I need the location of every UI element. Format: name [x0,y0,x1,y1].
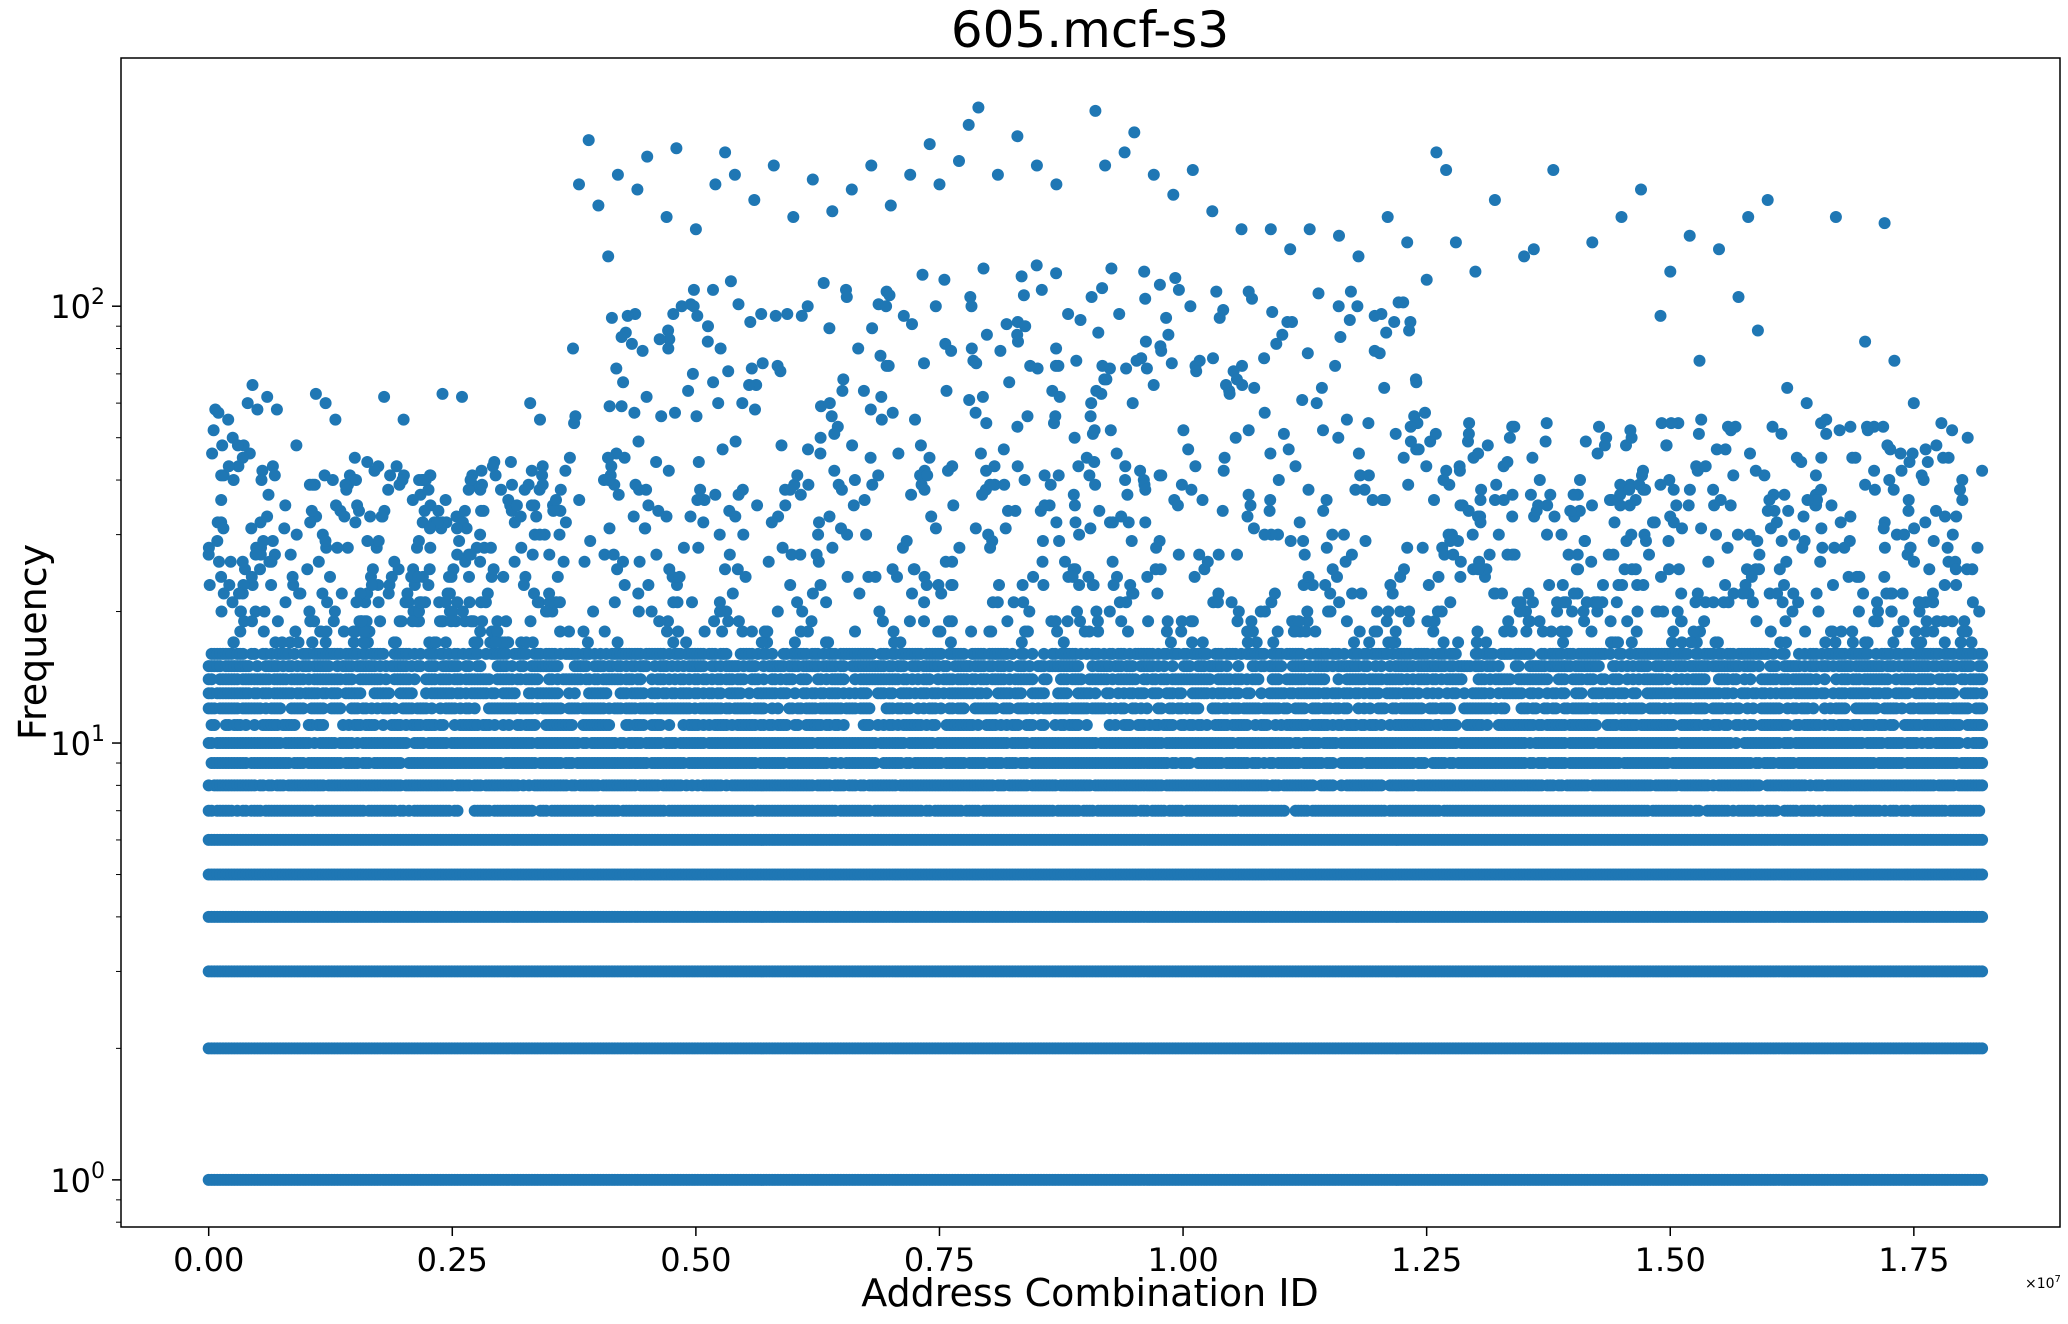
data-point [451,804,464,817]
data-point [1976,1042,1989,1055]
data-point [1976,965,1989,978]
data-point [1278,804,1291,817]
chart-title: 605.mcf-s3 [951,1,1229,59]
data-point [1976,1173,1989,1186]
data-point [1976,910,1989,923]
data-point [1976,833,1989,846]
data-point [1973,804,1986,817]
data-point [1976,779,1989,792]
data-points [202,101,1989,1186]
data-point [1976,868,1989,881]
